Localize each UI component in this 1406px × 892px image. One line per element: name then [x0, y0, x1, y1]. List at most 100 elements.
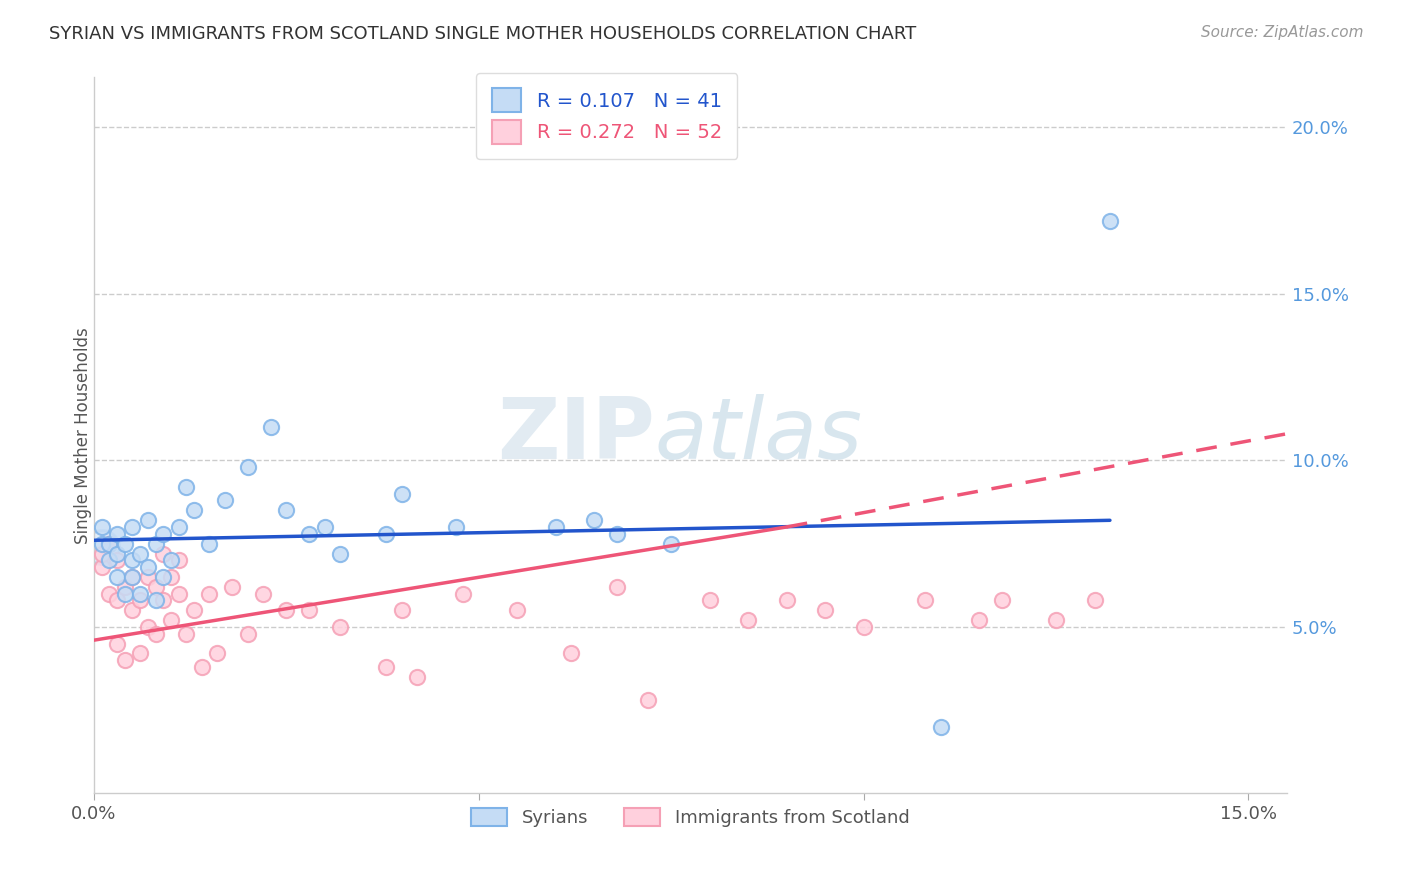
Point	[174, 626, 197, 640]
Point	[98, 536, 121, 550]
Point	[105, 553, 128, 567]
Point	[391, 603, 413, 617]
Point	[1098, 213, 1121, 227]
Point	[1083, 593, 1105, 607]
Point	[991, 593, 1014, 607]
Point	[121, 553, 143, 567]
Point	[145, 626, 167, 640]
Point	[90, 520, 112, 534]
Point	[298, 526, 321, 541]
Point	[606, 526, 628, 541]
Point	[145, 536, 167, 550]
Point	[444, 520, 467, 534]
Text: ZIP: ZIP	[496, 394, 655, 477]
Point	[114, 580, 136, 594]
Point	[152, 547, 174, 561]
Point	[276, 503, 298, 517]
Point	[90, 536, 112, 550]
Point	[914, 593, 936, 607]
Point	[183, 603, 205, 617]
Point	[560, 647, 582, 661]
Point	[260, 420, 283, 434]
Point	[145, 580, 167, 594]
Point	[544, 520, 567, 534]
Y-axis label: Single Mother Households: Single Mother Households	[75, 327, 91, 544]
Point	[198, 586, 221, 600]
Point	[98, 553, 121, 567]
Point	[160, 613, 183, 627]
Point	[105, 570, 128, 584]
Point	[183, 503, 205, 517]
Point	[221, 580, 243, 594]
Point	[205, 647, 228, 661]
Point	[136, 570, 159, 584]
Point	[167, 520, 190, 534]
Point	[152, 526, 174, 541]
Point	[121, 520, 143, 534]
Point	[129, 586, 152, 600]
Point	[737, 613, 759, 627]
Point	[167, 586, 190, 600]
Point	[375, 660, 398, 674]
Point	[90, 540, 112, 554]
Point	[114, 586, 136, 600]
Point	[167, 553, 190, 567]
Point	[98, 586, 121, 600]
Point	[1045, 613, 1067, 627]
Point	[967, 613, 990, 627]
Point	[852, 620, 875, 634]
Point	[391, 486, 413, 500]
Point	[105, 636, 128, 650]
Point	[236, 460, 259, 475]
Point	[90, 560, 112, 574]
Text: atlas: atlas	[655, 394, 863, 477]
Point	[98, 536, 121, 550]
Point	[406, 670, 429, 684]
Point	[929, 720, 952, 734]
Legend: Syrians, Immigrants from Scotland: Syrians, Immigrants from Scotland	[464, 801, 917, 834]
Point	[606, 580, 628, 594]
Point	[314, 520, 336, 534]
Point	[329, 620, 352, 634]
Point	[814, 603, 837, 617]
Point	[160, 553, 183, 567]
Point	[90, 547, 112, 561]
Point	[160, 570, 183, 584]
Point	[121, 603, 143, 617]
Point	[637, 693, 659, 707]
Point	[659, 536, 682, 550]
Point	[198, 536, 221, 550]
Point	[329, 547, 352, 561]
Point	[699, 593, 721, 607]
Text: SYRIAN VS IMMIGRANTS FROM SCOTLAND SINGLE MOTHER HOUSEHOLDS CORRELATION CHART: SYRIAN VS IMMIGRANTS FROM SCOTLAND SINGL…	[49, 25, 917, 43]
Point	[105, 547, 128, 561]
Point	[276, 603, 298, 617]
Point	[252, 586, 274, 600]
Point	[129, 593, 152, 607]
Point	[136, 513, 159, 527]
Point	[152, 593, 174, 607]
Point	[114, 653, 136, 667]
Point	[145, 593, 167, 607]
Point	[105, 526, 128, 541]
Point	[105, 593, 128, 607]
Point	[174, 480, 197, 494]
Point	[236, 626, 259, 640]
Point	[190, 660, 212, 674]
Text: Source: ZipAtlas.com: Source: ZipAtlas.com	[1201, 25, 1364, 40]
Point	[114, 536, 136, 550]
Point	[298, 603, 321, 617]
Point	[214, 493, 236, 508]
Point	[375, 526, 398, 541]
Point	[129, 647, 152, 661]
Point	[121, 570, 143, 584]
Point	[453, 586, 475, 600]
Point	[136, 620, 159, 634]
Point	[152, 570, 174, 584]
Point	[506, 603, 529, 617]
Point	[121, 570, 143, 584]
Point	[129, 547, 152, 561]
Point	[775, 593, 797, 607]
Point	[136, 560, 159, 574]
Point	[583, 513, 606, 527]
